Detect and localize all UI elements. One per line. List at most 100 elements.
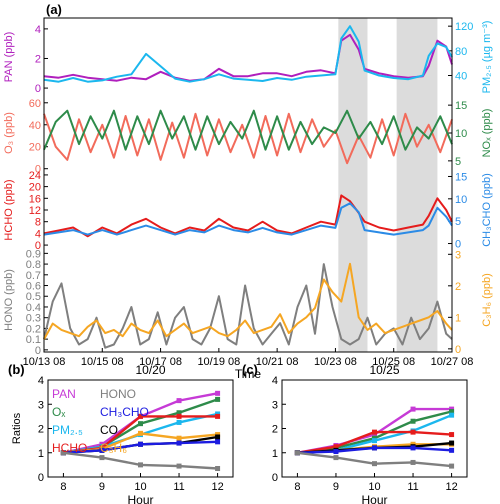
marker-c-HCHO-4 bbox=[449, 432, 455, 438]
marker-b-CH3CHO-3 bbox=[176, 440, 182, 446]
series-line-o3-nox-right bbox=[43, 109, 453, 151]
y-axis-label-b: Ratios bbox=[11, 412, 23, 444]
y-tick-label-c-0: 0 bbox=[272, 472, 278, 484]
legend-label-1: HONO bbox=[100, 387, 136, 401]
x-tick-label-b-2: 10 bbox=[134, 481, 146, 493]
panel-a-frame bbox=[43, 17, 453, 353]
left-axis-label-0: PAN (ppb) bbox=[3, 32, 15, 83]
marker-b-HCHO-4 bbox=[215, 413, 221, 419]
left-tick-label-3-5: 0.5 bbox=[26, 291, 41, 303]
marker-c-Ox-4 bbox=[449, 409, 455, 415]
right-tick-label-0-0: 40 bbox=[455, 71, 467, 83]
right-tick-label-2-3: 15 bbox=[455, 171, 467, 183]
x-tick-label-a-0: 10/13 08 bbox=[23, 356, 66, 368]
marker-c-HONO-3 bbox=[410, 459, 416, 465]
legend-label-5: CO bbox=[100, 423, 118, 437]
marker-b-HONO-4 bbox=[215, 466, 221, 472]
panel-title-b: 10/20 bbox=[135, 363, 165, 377]
right-tick-label-1-1: 10 bbox=[455, 128, 467, 140]
marker-c-HONO-2 bbox=[372, 461, 377, 467]
left-tick-label-3-8: 0.8 bbox=[26, 259, 41, 271]
right-axis-label-1: NOₓ (ppb) bbox=[481, 109, 493, 158]
right-tick-label-0-2: 120 bbox=[455, 21, 473, 33]
marker-c-CO-4 bbox=[449, 440, 455, 446]
panel-label-a: (a) bbox=[46, 2, 62, 17]
legend-label-6: HCHO bbox=[52, 441, 87, 455]
left-tick-label-3-4: 0.4 bbox=[26, 302, 41, 314]
marker-b-HONO-0 bbox=[60, 450, 66, 456]
marker-b-HONO-3 bbox=[176, 463, 182, 469]
right-axis-label-3: C₃H₆ (ppb) bbox=[481, 273, 493, 327]
marker-c-CH3CHO-3 bbox=[410, 445, 416, 451]
y-tick-label-b-0: 0 bbox=[38, 472, 44, 484]
series-line-pan-pm25-right bbox=[43, 25, 453, 83]
marker-b-Ox-3 bbox=[176, 410, 182, 416]
y-tick-label-c-3: 3 bbox=[272, 399, 278, 411]
left-axis-label-1: O₃ (ppb) bbox=[3, 112, 15, 154]
left-tick-label-1-0: 0 bbox=[35, 164, 41, 176]
x-axis-label-c: Hour bbox=[361, 493, 387, 504]
left-tick-label-1-3: 60 bbox=[29, 98, 41, 110]
x-tick-label-a-1: 10/15 08 bbox=[81, 356, 124, 368]
right-tick-label-1-2: 15 bbox=[455, 100, 467, 112]
marker-c-HCHO-3 bbox=[410, 429, 416, 435]
panel-label-b: (b) bbox=[8, 362, 25, 377]
marker-b-HONO-2 bbox=[138, 462, 143, 468]
marker-b-PAN-4 bbox=[215, 390, 221, 396]
marker-b-HCHO-3 bbox=[176, 413, 182, 419]
left-tick-label-2-6: 24 bbox=[29, 170, 41, 182]
series-line-pan-pm25-left bbox=[43, 33, 453, 82]
legend-label-7: C₃H₆ bbox=[100, 441, 127, 455]
x-tick-label-c-2: 10 bbox=[368, 481, 380, 493]
series-line-hcho-ch3cho-left bbox=[43, 194, 453, 238]
right-axis-label-0: PM₂.₅ (µg m⁻³) bbox=[481, 21, 493, 94]
x-tick-label-b-3: 11 bbox=[173, 481, 184, 493]
left-tick-label-3-2: 0.2 bbox=[26, 323, 41, 335]
right-tick-label-1-0: 5 bbox=[455, 156, 461, 168]
marker-c-HCHO-2 bbox=[372, 429, 377, 435]
marker-b-CH3CHO-1 bbox=[99, 447, 105, 453]
left-tick-label-3-9: 0.9 bbox=[26, 248, 41, 260]
legend-label-4: PM₂.₅ bbox=[52, 423, 83, 437]
legend-label-0: PAN bbox=[52, 387, 76, 401]
right-tick-label-3-0: 0 bbox=[455, 344, 461, 356]
left-tick-label-3-7: 0.7 bbox=[26, 270, 41, 282]
marker-b-HONO-1 bbox=[99, 455, 105, 461]
left-axis-label-2: HCHO (ppb) bbox=[3, 179, 15, 240]
marker-b-PM2.5-3 bbox=[176, 419, 182, 425]
y-tick-label-b-2: 2 bbox=[38, 424, 44, 436]
marker-b-Ox-4 bbox=[215, 396, 221, 402]
x-tick-label-b-0: 8 bbox=[60, 481, 66, 493]
series-line-hono-c3h6-right bbox=[43, 262, 453, 340]
marker-c-HONO-1 bbox=[333, 455, 339, 461]
left-tick-label-2-2: 8 bbox=[35, 217, 41, 229]
x-tick-label-c-1: 9 bbox=[333, 481, 339, 493]
left-tick-label-0-2: 4 bbox=[35, 24, 41, 36]
left-tick-label-2-4: 16 bbox=[29, 193, 41, 205]
marker-c-Ox-3 bbox=[410, 418, 416, 424]
y-tick-label-b-1: 1 bbox=[38, 448, 44, 460]
right-tick-label-3-2: 2 bbox=[455, 281, 461, 293]
marker-c-PM2.5-4 bbox=[449, 412, 455, 418]
x-tick-label-a-6: 10/25 08 bbox=[372, 356, 415, 368]
left-tick-label-3-3: 0.3 bbox=[26, 313, 41, 325]
y-tick-label-c-4: 4 bbox=[272, 375, 278, 387]
series-line-hcho-ch3cho-right bbox=[43, 202, 453, 236]
right-tick-label-0-1: 80 bbox=[455, 46, 467, 58]
marker-b-Ox-2 bbox=[138, 421, 143, 427]
marker-c-HONO-0 bbox=[294, 450, 300, 456]
x-tick-label-c-0: 8 bbox=[294, 481, 300, 493]
marker-c-PAN-3 bbox=[410, 406, 416, 412]
right-tick-label-2-0: 0 bbox=[455, 239, 461, 251]
x-axis-label-b: Hour bbox=[127, 493, 153, 504]
marker-c-CH3CHO-4 bbox=[449, 447, 455, 453]
panel-title-c: 10/25 bbox=[369, 363, 399, 377]
x-tick-label-a-7: 10/27 08 bbox=[431, 356, 474, 368]
marker-b-C3H6-3 bbox=[176, 435, 182, 441]
marker-c-CH3CHO-2 bbox=[372, 445, 377, 451]
series-line-o3-nox-left bbox=[43, 112, 453, 165]
y-tick-label-b-4: 4 bbox=[38, 375, 44, 387]
marker-b-CH3CHO-4 bbox=[215, 439, 221, 445]
panel-label-c: (c) bbox=[242, 362, 258, 377]
